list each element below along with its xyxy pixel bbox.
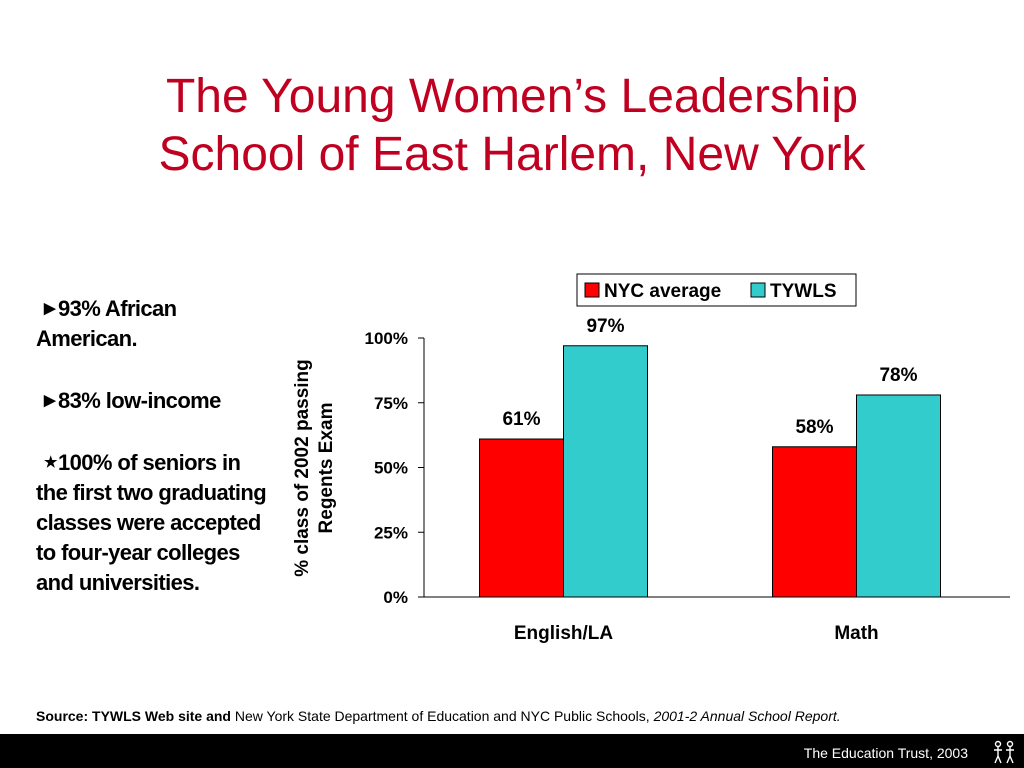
source-report-title: 2001-2 Annual School Report.: [653, 708, 841, 724]
y-tick-label: 25%: [374, 523, 408, 542]
triangle-right-icon: ▶: [44, 392, 56, 409]
bar-tywls-math: [856, 394, 941, 598]
bullet-text: 100% of seniors in the first two graduat…: [36, 450, 267, 595]
slide-title: The Young Women’s Leadership School of E…: [0, 68, 1024, 184]
bullet-text: 83% low-income: [58, 388, 221, 413]
source-label: Source: TYWLS Web site and: [36, 708, 231, 724]
bullet-item: ▶ 93% African American.: [36, 294, 276, 354]
education-trust-logo-icon: [994, 740, 1014, 764]
triangle-right-icon: ▶: [44, 300, 56, 317]
x-tick-label: English/LA: [514, 623, 614, 644]
bar-tywls-english-la: [563, 345, 648, 598]
plot-area: 0% 25% 50% 75% 100% 61% 97% English/LA 58% 78% Mat…: [365, 316, 1010, 644]
bar-chart: 0% 25% 50% 75% 100% 61% 97% English/LA 58% 78% Mat…: [292, 273, 1010, 644]
legend-frame: [576, 273, 857, 307]
y-tick-label: 75%: [374, 394, 408, 413]
legend-label-nyc-average: NYC average: [604, 281, 721, 302]
x-tick-label: Math: [834, 623, 878, 644]
legend: NYC average TYWLS: [576, 273, 857, 307]
legend-label-tywls: TYWLS: [770, 281, 837, 302]
bullet-item: ▶ 83% low-income: [36, 386, 276, 416]
source-body: New York State Department of Education a…: [231, 708, 654, 724]
y-tick-label: 0%: [383, 588, 408, 607]
data-label: 78%: [879, 365, 917, 386]
slide-title-line-2: School of East Harlem, New York: [158, 128, 866, 181]
source-note: Source: TYWLS Web site and New York Stat…: [36, 708, 1024, 724]
slide-title-line-1: The Young Women’s Leadership: [165, 70, 859, 123]
legend-swatch-nyc-average: [584, 282, 600, 298]
bullet-text: 93% African American.: [36, 296, 177, 351]
star-icon: ★: [44, 454, 57, 471]
bullet-item: ★100% of seniors in the first two gradua…: [36, 448, 276, 598]
bullet-list: ▶ 93% African American. ▶ 83% low-income ★…: [36, 294, 276, 630]
footer-bar: [0, 734, 1024, 768]
data-label: 61%: [502, 409, 540, 430]
footer-text: The Education Trust, 2003: [803, 745, 968, 761]
legend-swatch-tywls: [750, 282, 766, 298]
y-tick-label: 50%: [374, 459, 408, 478]
y-axis-label-line-1: % class of 2002 passing: [292, 359, 313, 577]
bar-nyc-average-english-la: [479, 438, 564, 598]
data-label: 97%: [586, 316, 624, 337]
data-label: 58%: [795, 417, 833, 438]
y-axis-label-line-2: Regents Exam: [316, 403, 337, 534]
bar-nyc-average-math: [772, 446, 857, 598]
y-tick-label: 100%: [365, 329, 408, 348]
y-axis-label: % class of 2002 passing Regents Exam: [292, 359, 337, 577]
